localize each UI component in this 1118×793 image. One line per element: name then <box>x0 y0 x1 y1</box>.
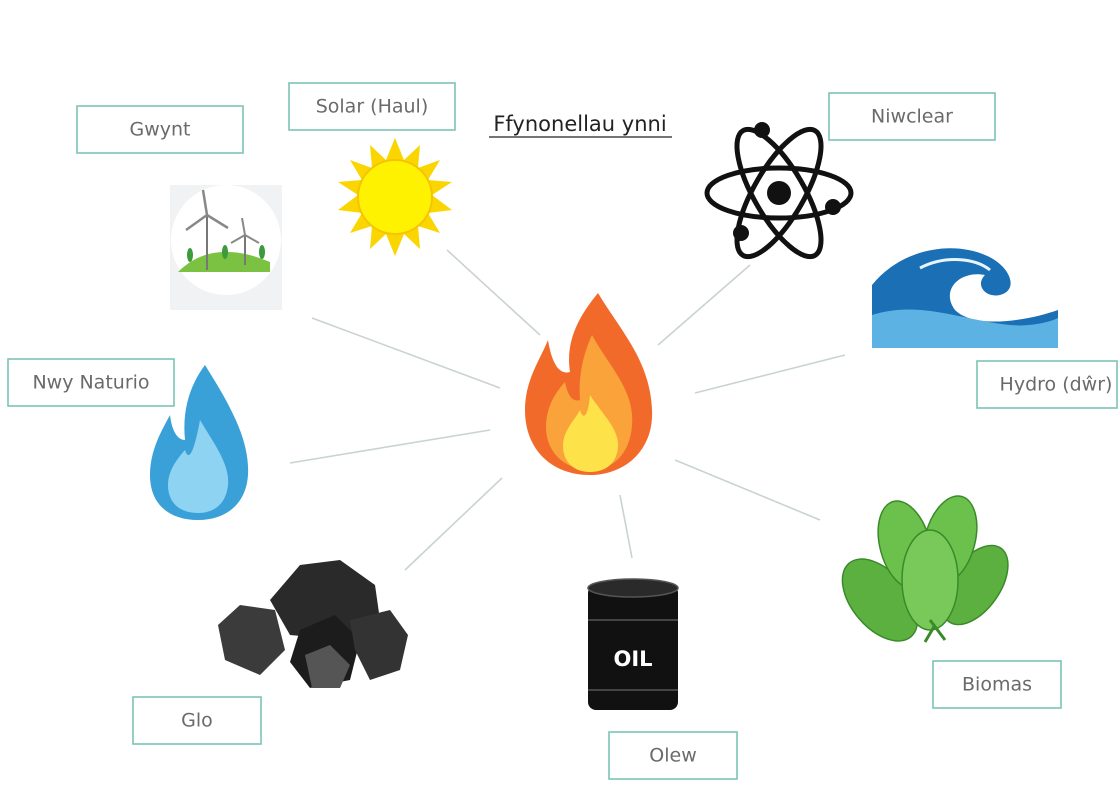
node-label: Niwclear <box>871 106 953 128</box>
node-label: Gwynt <box>130 119 191 141</box>
ray <box>312 318 500 388</box>
ray <box>620 495 632 558</box>
oil-barrel-icon: OIL <box>588 579 678 710</box>
biomass-icon <box>828 490 1022 655</box>
center-flame-icon <box>525 293 652 475</box>
title: Ffynonellau ynni <box>493 112 666 136</box>
ray <box>447 250 540 335</box>
ray <box>405 478 502 570</box>
node-label: Glo <box>181 710 213 732</box>
ray <box>290 430 490 463</box>
node-label: Olew <box>649 745 696 767</box>
node-label: Hydro (dŵr) <box>1000 374 1113 396</box>
sun-icon <box>338 138 452 256</box>
diagram: Ffynonellau ynni <box>0 0 1118 793</box>
barrel-label: OIL <box>613 647 652 671</box>
node-label: Biomas <box>962 674 1032 696</box>
node-label: Solar (Haul) <box>316 96 429 118</box>
ray <box>658 265 750 345</box>
coal-icon <box>218 560 408 688</box>
ray <box>695 355 845 393</box>
wave-icon <box>872 248 1058 348</box>
wind-icon <box>170 185 282 310</box>
ray <box>675 460 820 520</box>
node-label: Nwy Naturio <box>32 372 149 394</box>
